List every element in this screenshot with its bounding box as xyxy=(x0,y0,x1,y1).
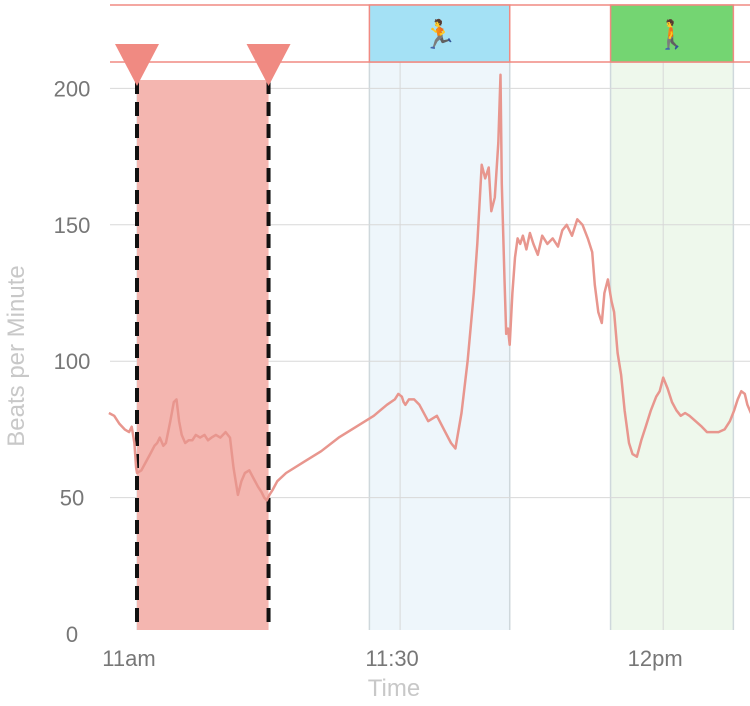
y-axis-ticks: 0 50 100 150 200 xyxy=(54,76,91,647)
y-tick-label-200: 200 xyxy=(54,76,91,101)
y-tick-label-150: 150 xyxy=(54,213,91,238)
selection-handles[interactable] xyxy=(115,44,291,86)
walker-icon: 🚶 xyxy=(655,18,690,51)
activity-background-walk xyxy=(610,62,734,630)
x-axis-ticks: 11am 11:30 12pm xyxy=(102,646,682,671)
activity-band-walk[interactable] xyxy=(609,4,735,63)
y-tick-label-50: 50 xyxy=(60,486,84,511)
x-tick-label-11am: 11am xyxy=(102,646,155,671)
x-tick-label-11:30: 11:30 xyxy=(365,646,418,671)
selection-area[interactable] xyxy=(137,80,269,630)
series-layer xyxy=(108,73,750,502)
activity-band-row: 🏃 🚶 xyxy=(110,4,750,63)
activity-band-run[interactable] xyxy=(368,4,511,63)
y-axis-label: Beats per Minute xyxy=(3,265,30,446)
runner-icon: 🏃 xyxy=(422,18,457,51)
y-tick-label-0: 0 xyxy=(66,622,78,647)
x-axis-label: Time xyxy=(368,675,420,702)
selection-range[interactable] xyxy=(135,80,271,630)
selection-end-handle[interactable] xyxy=(246,44,291,86)
activity-background-run xyxy=(369,62,510,630)
selection-start-handle[interactable] xyxy=(115,44,159,86)
x-tick-label-12pm: 12pm xyxy=(628,646,683,671)
y-tick-label-100: 100 xyxy=(54,349,91,374)
heart-rate-line xyxy=(108,73,750,502)
activity-backgrounds xyxy=(368,62,735,630)
